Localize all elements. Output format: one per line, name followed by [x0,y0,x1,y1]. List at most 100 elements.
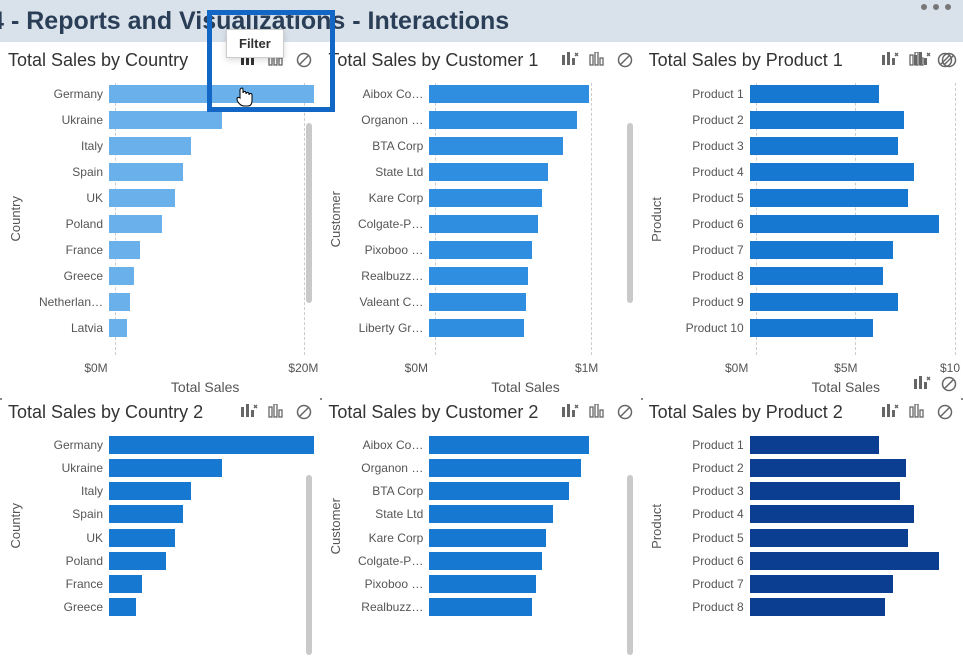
none-icon[interactable] [617,52,633,68]
bar-fill [109,111,222,129]
bar-row[interactable]: Greece [27,598,314,617]
filter-icon[interactable] [913,52,931,73]
bar-fill [429,215,538,233]
bar-row[interactable]: Kare Corp [347,528,634,547]
bar-row[interactable]: Product 2 [668,458,955,477]
bar-row[interactable]: Aibox Co… [347,435,634,454]
bar-fill [429,505,552,523]
bar-row[interactable]: Product 1 [668,83,955,105]
bar-row[interactable]: Product 8 [668,265,955,287]
filter-icon[interactable] [913,376,931,397]
filter-icon[interactable] [561,404,579,420]
highlight-icon[interactable] [589,404,607,420]
bar-row[interactable]: State Ltd [347,505,634,524]
scrollbar[interactable] [306,123,312,303]
bar-row[interactable]: Aibox Co… [347,83,634,105]
bar-row[interactable]: Poland [27,213,314,235]
none-icon[interactable] [941,376,957,397]
none-icon[interactable] [617,404,633,420]
none-icon[interactable] [941,52,957,73]
bar-row[interactable]: Colgate-P… [347,551,634,570]
bar-row[interactable]: France [27,575,314,594]
bar-row[interactable]: BTA Corp [347,482,634,501]
chart-product1[interactable]: Total Sales by Product 1 Product Product… [643,46,961,396]
bar-row[interactable]: Valeant C… [347,291,634,313]
chart-country1[interactable]: Total Sales by Country Country Germany U… [2,46,320,396]
bar-row[interactable]: Pixoboo … [347,239,634,261]
bar-row[interactable]: Spain [27,161,314,183]
bars-area: Aibox Co… Organon … BTA Corp State Ltd K… [347,83,634,355]
filter-icon[interactable] [881,52,899,68]
bar-row[interactable]: Product 10 [668,317,955,339]
bar-label: France [27,577,109,591]
bar-row[interactable]: Kare Corp [347,187,634,209]
bar-row[interactable]: Realbuzz… [347,598,634,617]
bar-row[interactable]: Netherlan… [27,291,314,313]
page-header: he 4 - Reports and Visualizations - Inte… [0,0,963,42]
bar-row[interactable]: Greece [27,265,314,287]
bar-row[interactable]: Ukraine [27,109,314,131]
bar-row[interactable]: Spain [27,505,314,524]
none-icon[interactable] [296,404,312,420]
bar-row[interactable]: Liberty Gr… [347,317,634,339]
highlight-icon[interactable] [268,404,286,420]
filter-icon[interactable] [561,52,579,68]
chart-country2[interactable]: Total Sales by Country 2 Country Germany… [2,398,320,658]
bar-row[interactable]: Organon … [347,109,634,131]
bar-fill [750,552,939,570]
bar-row[interactable]: Product 7 [668,575,955,594]
bar-row[interactable]: Italy [27,135,314,157]
bar-fill [750,436,879,454]
bar-row[interactable]: Organon … [347,458,634,477]
bar-row[interactable]: Italy [27,482,314,501]
bar-row[interactable]: Product 7 [668,239,955,261]
bar-fill [109,85,314,103]
bar-row[interactable]: Germany [27,435,314,454]
window-controls[interactable] [921,4,951,10]
bar-fill [750,482,900,500]
bar-row[interactable]: Product 5 [668,528,955,547]
bar-row[interactable]: Colgate-P… [347,213,634,235]
bar-row[interactable]: Product 6 [668,551,955,570]
bar-row[interactable]: Product 6 [668,213,955,235]
chart-customer2[interactable]: Total Sales by Customer 2 Customer Aibox… [322,398,640,658]
bar-row[interactable]: Poland [27,551,314,570]
bar-row[interactable]: Pixoboo … [347,575,634,594]
bar-row[interactable]: Product 3 [668,482,955,501]
bar-row[interactable]: BTA Corp [347,135,634,157]
chart-product2[interactable]: Total Sales by Product 2 Product Product… [643,398,961,658]
bar-row[interactable]: France [27,239,314,261]
scrollbar[interactable] [627,123,633,303]
bar-label: Realbuzz… [347,269,429,283]
y-axis-label: Product [649,504,664,549]
highlight-icon[interactable] [909,404,927,420]
filter-icon[interactable] [881,404,899,420]
filter-icon[interactable] [240,404,258,420]
highlight-icon[interactable] [589,52,607,68]
none-icon[interactable] [296,52,312,68]
bar-row[interactable]: Product 8 [668,598,955,617]
bar-row[interactable]: Latvia [27,317,314,339]
bar-label: Product 5 [668,191,750,205]
bar-row[interactable]: Ukraine [27,458,314,477]
bar-row[interactable]: State Ltd [347,161,634,183]
bar-fill [429,575,536,593]
scrollbar[interactable] [306,475,312,655]
bar-row[interactable]: Realbuzz… [347,265,634,287]
bar-row[interactable]: Product 9 [668,291,955,313]
bar-row[interactable]: Product 4 [668,161,955,183]
bar-row[interactable]: UK [27,187,314,209]
bar-row[interactable]: Product 5 [668,187,955,209]
bar-row[interactable]: Product 3 [668,135,955,157]
none-icon[interactable] [937,404,953,420]
bar-row[interactable]: UK [27,528,314,547]
bar-label: Ukraine [27,113,109,127]
chart-customer1[interactable]: Total Sales by Customer 1 Customer Aibox… [322,46,640,396]
bar-row[interactable]: Product 1 [668,435,955,454]
bar-fill [429,189,542,207]
scrollbar[interactable] [627,475,633,655]
bar-row[interactable]: Product 4 [668,505,955,524]
y-axis-label: Product [649,197,664,242]
bar-row[interactable]: Germany [27,83,314,105]
bar-row[interactable]: Product 2 [668,109,955,131]
